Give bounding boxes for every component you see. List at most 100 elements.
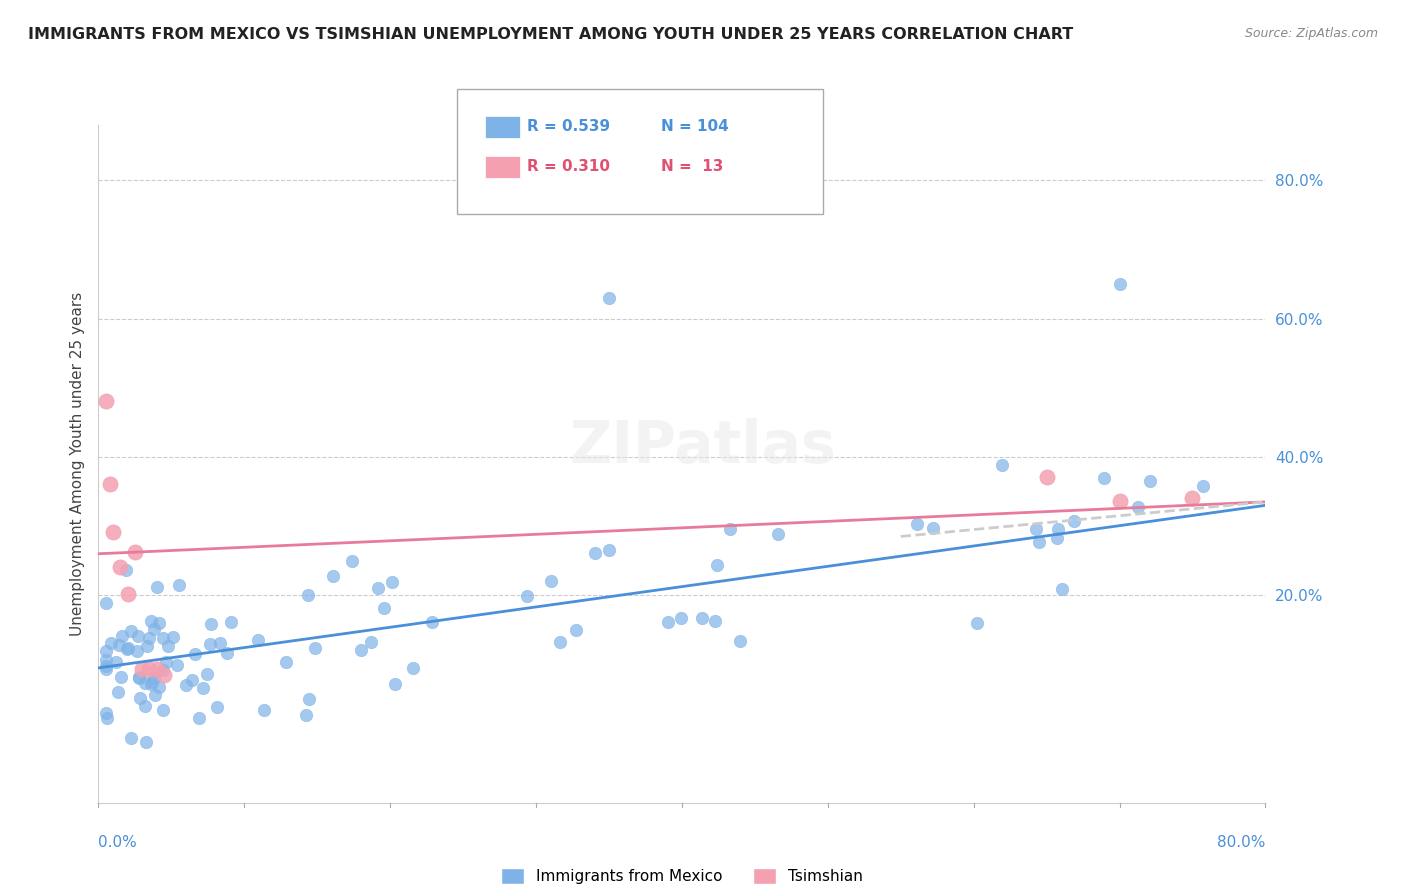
Y-axis label: Unemployment Among Youth under 25 years: Unemployment Among Youth under 25 years [69,292,84,636]
Point [274,655,297,669]
Text: R = 0.539: R = 0.539 [527,120,610,134]
Text: IMMIGRANTS FROM MEXICO VS TSIMSHIAN UNEMPLOYMENT AMONG YOUTH UNDER 25 YEARS CORR: IMMIGRANTS FROM MEXICO VS TSIMSHIAN UNEM… [28,27,1073,42]
Point [110,670,132,684]
Point [1108,277,1130,291]
Point [142,671,165,685]
Point [166,658,188,673]
Point [94,653,117,667]
Point [120,731,142,745]
Point [198,637,221,651]
Point [138,662,160,676]
Point [138,631,160,645]
Point [583,545,606,559]
Point [141,614,163,628]
Point [384,676,406,690]
Point [766,526,789,541]
Point [657,615,679,630]
Point [94,596,117,610]
Point [200,617,222,632]
Point [905,516,928,531]
Point [135,735,157,749]
Point [152,703,174,717]
Point [111,629,134,643]
Text: ZIPatlas: ZIPatlas [569,417,837,475]
Point [922,521,945,535]
Point [297,588,319,602]
Point [141,675,163,690]
Point [143,688,166,702]
Point [155,655,177,669]
Point [1181,491,1204,506]
Text: 0.0%: 0.0% [98,836,138,850]
Legend: Immigrants from Mexico, Tsimshian: Immigrants from Mexico, Tsimshian [495,862,869,890]
Point [148,616,170,631]
Point [304,641,326,656]
Point [1063,514,1085,528]
Point [94,394,117,409]
Point [110,559,132,574]
Point [191,681,214,695]
Text: Source: ZipAtlas.com: Source: ZipAtlas.com [1244,27,1378,40]
Point [205,699,228,714]
Point [134,676,156,690]
Point [1046,523,1069,537]
Point [342,554,364,568]
Point [148,681,170,695]
Point [422,615,444,629]
Point [94,662,117,676]
Point [1028,535,1050,549]
Point [131,662,153,676]
Point [598,542,620,557]
Point [143,622,166,636]
Point [564,624,586,638]
Point [127,629,149,643]
Point [128,670,150,684]
Point [294,708,316,723]
Point [128,672,150,686]
Point [1046,531,1069,545]
Point [152,632,174,646]
Point [96,711,118,725]
Point [114,563,136,577]
Point [195,667,218,681]
Point [360,634,382,648]
Point [94,644,117,658]
Point [136,639,159,653]
Point [152,663,174,677]
Point [991,458,1014,472]
Point [381,574,404,589]
Point [94,659,117,673]
Point [176,678,198,692]
Point [108,638,131,652]
Point [1035,470,1057,484]
Point [373,601,395,615]
Point [129,690,152,705]
Point [187,711,209,725]
Point [690,611,713,625]
Point [219,615,242,629]
Point [246,633,269,648]
Point [1108,494,1130,508]
Point [548,635,571,649]
Point [120,624,142,638]
Point [184,647,207,661]
Point [94,706,117,721]
Point [540,574,562,588]
Point [1139,475,1161,489]
Point [162,630,184,644]
Point [966,615,988,630]
Point [153,668,176,682]
Point [1128,500,1150,514]
Point [146,580,169,594]
Point [367,581,389,595]
Point [1192,479,1215,493]
Point [706,558,728,572]
Point [598,291,620,305]
Point [117,587,139,601]
Point [669,611,692,625]
Point [298,691,321,706]
Point [98,477,121,491]
Point [146,662,169,676]
Point [402,661,425,675]
Point [718,522,741,536]
